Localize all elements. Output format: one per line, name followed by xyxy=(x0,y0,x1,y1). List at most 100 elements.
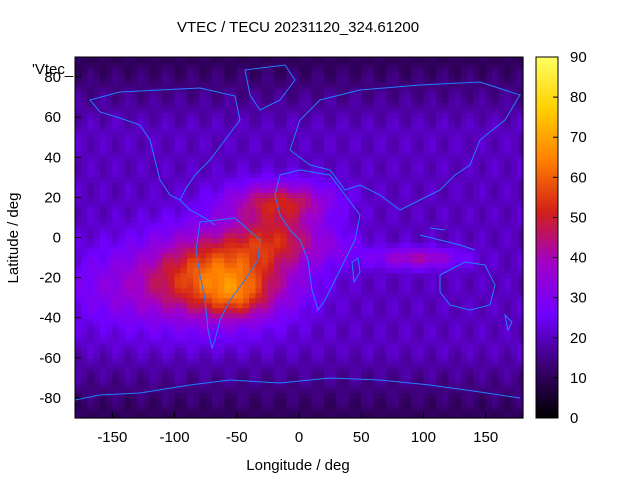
heatmap-cell xyxy=(429,307,437,314)
heatmap-cell xyxy=(118,382,126,389)
heatmap-cell xyxy=(155,142,163,148)
heatmap-cell xyxy=(485,62,493,68)
heatmap-cell xyxy=(442,272,449,279)
heatmap-cell xyxy=(99,132,107,138)
heatmap-cell xyxy=(336,252,344,259)
heatmap-cell xyxy=(442,382,449,389)
heatmap-cell xyxy=(205,177,213,183)
heatmap-cell xyxy=(224,147,232,153)
heatmap-cell xyxy=(87,102,95,108)
heatmap-cell xyxy=(454,322,462,329)
heatmap-cell xyxy=(348,92,356,98)
heatmap-cell xyxy=(224,382,232,389)
heatmap-cell xyxy=(143,307,151,314)
heatmap-cell xyxy=(211,272,219,279)
heatmap-cell xyxy=(491,307,499,314)
heatmap-cell xyxy=(435,397,443,404)
heatmap-cell xyxy=(286,122,294,128)
heatmap-cell xyxy=(386,167,393,173)
heatmap-cell xyxy=(280,272,288,279)
heatmap-cell xyxy=(255,302,263,309)
heatmap-cell xyxy=(193,117,201,123)
heatmap-cell xyxy=(162,182,169,188)
heatmap-cell xyxy=(442,387,449,394)
heatmap-cell xyxy=(193,232,201,239)
heatmap-cell xyxy=(162,412,169,419)
heatmap-cell xyxy=(75,182,82,188)
heatmap-cell xyxy=(373,367,381,374)
heatmap-cell xyxy=(311,387,319,394)
heatmap-cell xyxy=(498,342,505,349)
heatmap-cell xyxy=(224,297,232,304)
heatmap-cell xyxy=(131,227,138,234)
heatmap-cell xyxy=(87,207,95,214)
heatmap-cell xyxy=(491,357,499,364)
heatmap-cell xyxy=(112,202,120,209)
heatmap-cell xyxy=(379,367,387,374)
heatmap-cell xyxy=(361,222,369,229)
heatmap-cell xyxy=(118,412,126,419)
heatmap-cell xyxy=(442,327,449,334)
heatmap-cell xyxy=(342,357,350,364)
heatmap-cell xyxy=(143,77,151,83)
heatmap-cell xyxy=(193,227,201,234)
heatmap-cell xyxy=(311,132,319,138)
heatmap-cell xyxy=(187,182,194,188)
heatmap-cell xyxy=(417,87,425,93)
heatmap-cell xyxy=(355,302,362,309)
heatmap-cell xyxy=(417,352,425,359)
heatmap-cell xyxy=(292,72,300,78)
heatmap-cell xyxy=(386,362,393,369)
heatmap-cell xyxy=(411,337,418,344)
heatmap-cell xyxy=(75,252,82,259)
heatmap-cell xyxy=(448,132,456,138)
heatmap-cell xyxy=(249,192,257,198)
heatmap-cell xyxy=(112,252,120,259)
heatmap-cell xyxy=(411,62,418,68)
heatmap-cell xyxy=(317,242,325,249)
heatmap-cell xyxy=(373,277,381,284)
heatmap-cell xyxy=(336,172,344,178)
heatmap-cell xyxy=(174,302,182,309)
heatmap-cell xyxy=(193,287,201,294)
heatmap-cell xyxy=(423,107,431,113)
heatmap-cell xyxy=(187,122,194,128)
heatmap-cell xyxy=(417,287,425,294)
heatmap-cell xyxy=(417,377,425,384)
heatmap-cell xyxy=(143,172,151,178)
heatmap-cell xyxy=(448,67,456,73)
heatmap-cell xyxy=(230,102,238,108)
heatmap-cell xyxy=(131,377,138,384)
heatmap-cell xyxy=(342,132,350,138)
heatmap-cell xyxy=(112,262,120,269)
heatmap-cell xyxy=(417,307,425,314)
heatmap-cell xyxy=(211,172,219,178)
heatmap-cell xyxy=(379,192,387,198)
heatmap-cell xyxy=(299,372,306,379)
heatmap-cell xyxy=(87,302,95,309)
heatmap-cell xyxy=(99,62,107,68)
heatmap-cell xyxy=(460,132,468,138)
heatmap-cell xyxy=(435,332,443,339)
heatmap-cell xyxy=(224,157,232,163)
heatmap-cell xyxy=(336,162,344,168)
heatmap-cell xyxy=(323,217,331,224)
heatmap-cell xyxy=(423,112,431,118)
heatmap-cell xyxy=(87,352,95,359)
heatmap-cell xyxy=(286,197,294,203)
heatmap-cell xyxy=(124,352,132,359)
heatmap-cell xyxy=(199,337,207,344)
heatmap-cell xyxy=(155,407,163,414)
heatmap-cell xyxy=(193,392,201,399)
heatmap-cell xyxy=(230,112,238,118)
heatmap-cell xyxy=(93,312,101,319)
heatmap-cell xyxy=(373,102,381,108)
heatmap-cell xyxy=(211,257,219,264)
heatmap-cell xyxy=(454,327,462,334)
heatmap-cell xyxy=(491,107,499,113)
heatmap-cell xyxy=(311,147,319,153)
heatmap-cell xyxy=(143,102,151,108)
heatmap-cell xyxy=(491,372,499,379)
heatmap-cell xyxy=(106,152,113,158)
heatmap-cell xyxy=(467,57,474,63)
